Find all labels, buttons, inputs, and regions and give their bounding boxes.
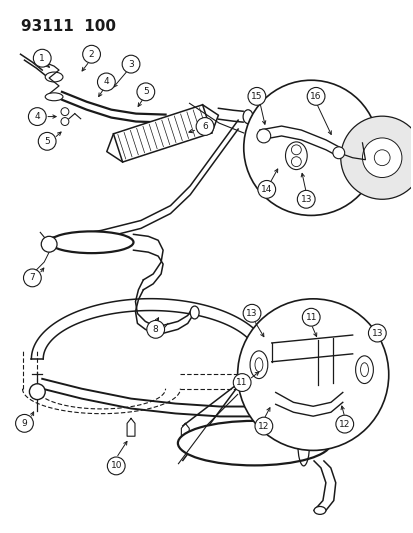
Text: 5: 5 (142, 87, 148, 96)
Ellipse shape (285, 142, 306, 169)
Text: 8: 8 (152, 325, 158, 334)
Circle shape (256, 129, 270, 143)
Circle shape (16, 415, 33, 432)
Text: 5: 5 (44, 137, 50, 146)
Ellipse shape (254, 358, 262, 372)
Ellipse shape (249, 351, 267, 378)
Circle shape (301, 308, 319, 326)
Circle shape (340, 116, 413, 199)
Text: 2: 2 (88, 50, 94, 59)
Circle shape (61, 118, 69, 125)
Ellipse shape (50, 231, 133, 253)
Circle shape (61, 108, 69, 116)
Circle shape (38, 132, 56, 150)
Text: 11: 11 (305, 313, 316, 322)
Circle shape (247, 87, 265, 106)
Text: 12: 12 (258, 422, 269, 431)
Ellipse shape (360, 363, 368, 377)
Circle shape (137, 83, 154, 101)
Circle shape (373, 150, 389, 166)
Circle shape (196, 118, 214, 135)
Text: 1: 1 (39, 54, 45, 63)
Circle shape (243, 80, 377, 215)
Circle shape (83, 45, 100, 63)
Circle shape (335, 415, 353, 433)
Circle shape (291, 145, 301, 155)
Circle shape (29, 384, 45, 400)
Text: 13: 13 (246, 309, 257, 318)
Text: 12: 12 (338, 419, 350, 429)
Ellipse shape (45, 72, 63, 82)
Circle shape (361, 138, 401, 177)
Circle shape (97, 73, 115, 91)
Circle shape (122, 55, 140, 73)
Text: 9: 9 (21, 419, 27, 428)
Ellipse shape (190, 306, 199, 319)
Ellipse shape (355, 356, 373, 384)
Circle shape (237, 299, 388, 450)
Circle shape (41, 236, 57, 252)
Circle shape (233, 374, 250, 391)
Text: 6: 6 (202, 122, 207, 131)
Circle shape (33, 49, 51, 67)
Text: 10: 10 (110, 462, 122, 471)
Text: 7: 7 (29, 273, 35, 282)
Circle shape (368, 324, 385, 342)
Circle shape (291, 157, 301, 167)
Text: 16: 16 (310, 92, 321, 101)
Ellipse shape (45, 93, 63, 101)
Text: 3: 3 (128, 60, 133, 69)
Circle shape (242, 304, 260, 322)
Text: 93111  100: 93111 100 (21, 19, 115, 34)
Circle shape (147, 320, 164, 338)
Circle shape (297, 190, 314, 208)
Circle shape (254, 417, 272, 435)
Text: 13: 13 (371, 328, 382, 337)
Text: 15: 15 (251, 92, 262, 101)
Text: 4: 4 (34, 112, 40, 121)
Polygon shape (113, 105, 211, 162)
Ellipse shape (242, 110, 252, 124)
Text: 11: 11 (236, 378, 247, 387)
Text: 4: 4 (103, 77, 109, 86)
Ellipse shape (313, 506, 325, 514)
Circle shape (28, 108, 46, 125)
Ellipse shape (178, 421, 330, 465)
Text: 14: 14 (261, 185, 272, 194)
Circle shape (24, 269, 41, 287)
Circle shape (257, 181, 275, 198)
Circle shape (107, 457, 125, 475)
Text: 13: 13 (300, 195, 311, 204)
Circle shape (306, 87, 324, 106)
Circle shape (332, 147, 344, 159)
